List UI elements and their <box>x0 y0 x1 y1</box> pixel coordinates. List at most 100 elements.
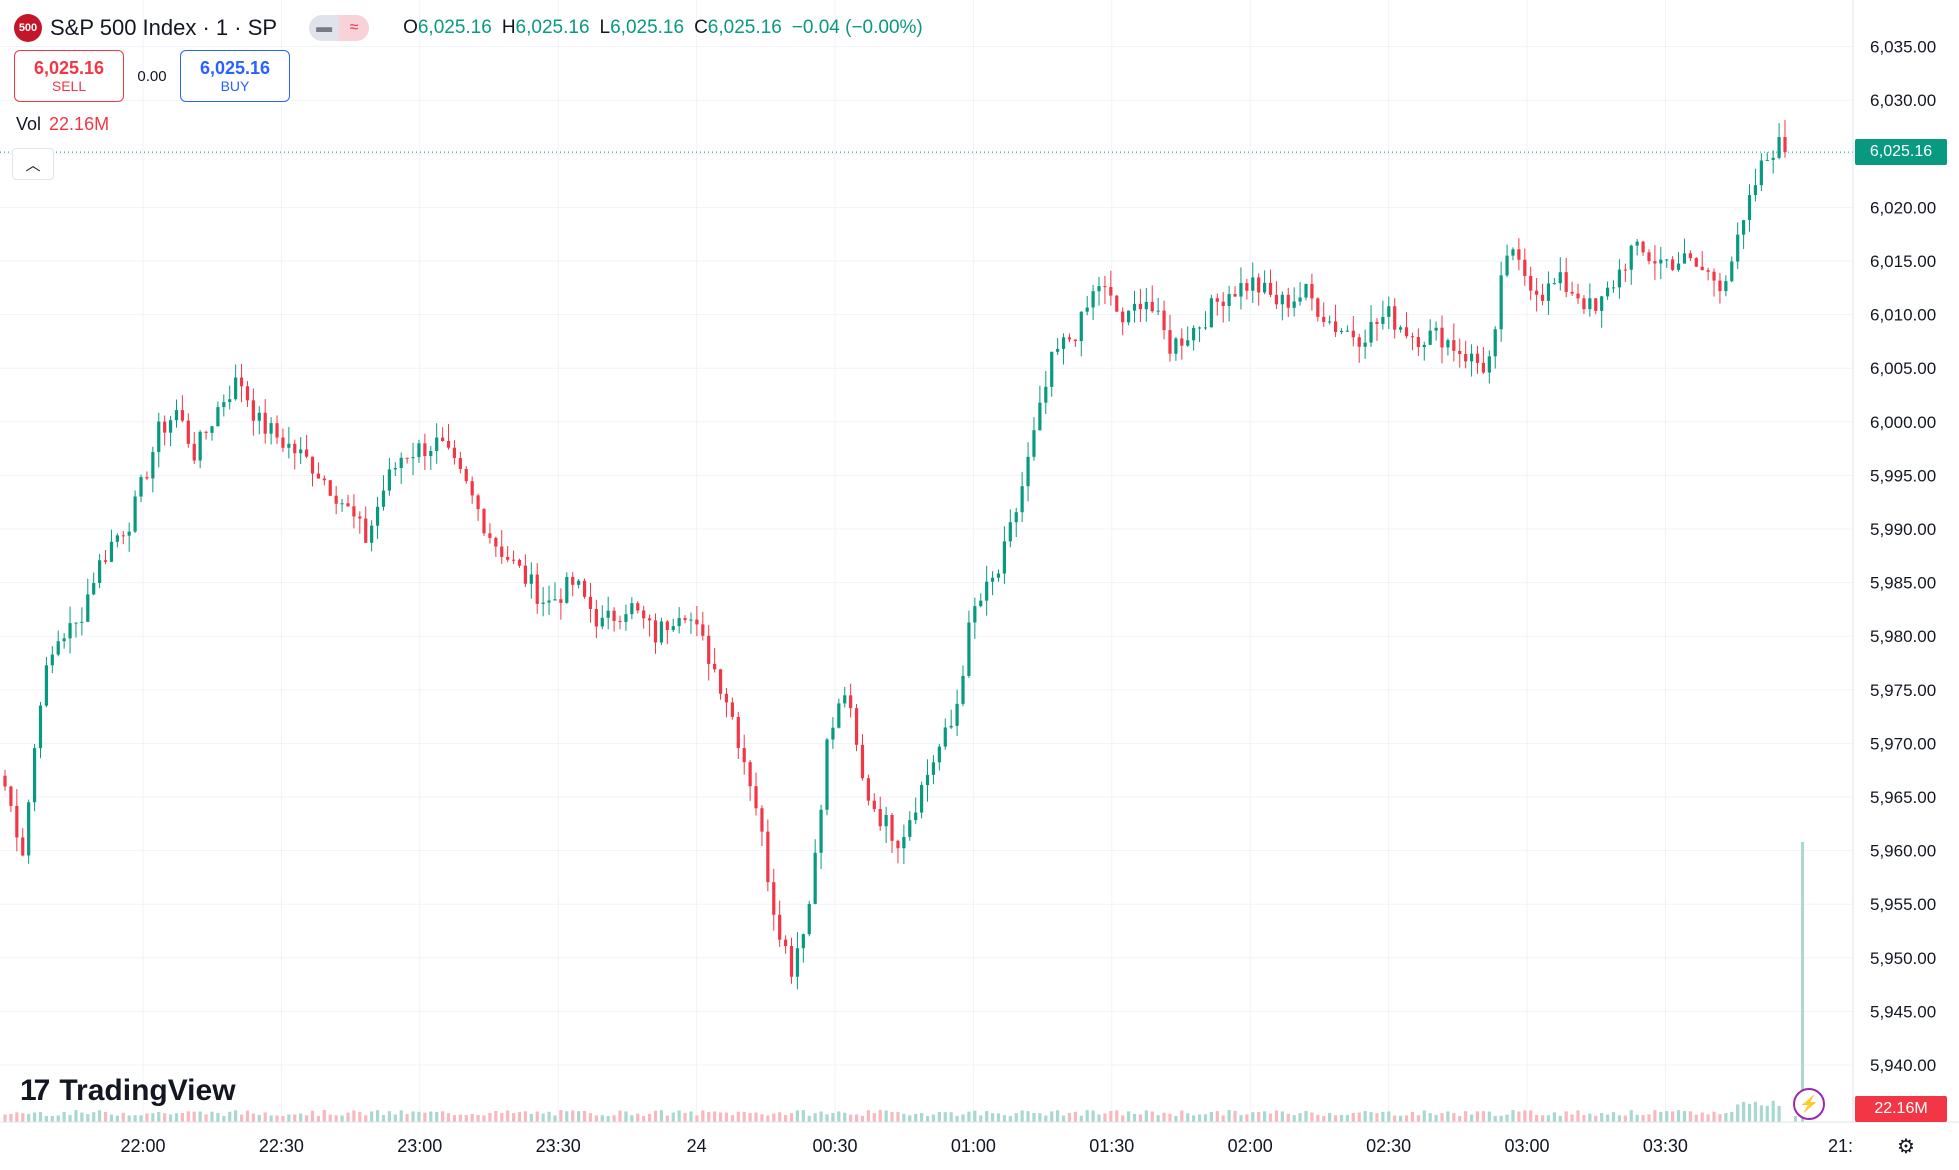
candle-body <box>452 447 457 459</box>
time-tick-label: 22:00 <box>120 1136 165 1156</box>
volume-bar <box>1659 1111 1663 1122</box>
volume-bar <box>1623 1115 1627 1122</box>
volume-bar <box>1730 1111 1734 1122</box>
candle-body <box>304 449 309 457</box>
candle-body <box>1469 353 1474 362</box>
volume-bar <box>618 1110 622 1122</box>
minus-icon[interactable]: ▬ <box>309 15 340 41</box>
volume-bar <box>1345 1114 1349 1122</box>
candle-body <box>594 608 598 627</box>
candle-body <box>1676 263 1681 270</box>
candle-body <box>707 635 711 664</box>
volume-bar <box>1765 1105 1769 1122</box>
candle-body <box>115 535 119 542</box>
candle-body <box>630 603 634 615</box>
volume-bar <box>346 1112 350 1122</box>
volume-bar <box>553 1115 557 1122</box>
tradingview-logo-text: TradingView <box>59 1074 236 1107</box>
volume-bar <box>3 1114 7 1122</box>
candle-body <box>1333 321 1338 333</box>
volume-bar <box>127 1115 131 1122</box>
volume-bar <box>322 1110 326 1122</box>
volume-bar <box>1434 1114 1438 1122</box>
candle-body <box>890 815 894 841</box>
candle-body <box>795 948 800 977</box>
symbol-title[interactable]: S&P 500 Index · 1 · SP <box>50 15 278 40</box>
volume-bar <box>1481 1111 1486 1122</box>
volume-bar <box>713 1111 717 1122</box>
candle-body <box>281 437 285 448</box>
volume-bar <box>1369 1112 1373 1122</box>
volume-bar <box>665 1115 669 1122</box>
candle-body <box>1298 297 1302 302</box>
volume-bar <box>310 1110 315 1122</box>
candle-body <box>429 451 433 457</box>
buy-button[interactable]: 6,025.16 BUY <box>180 50 290 102</box>
volume-bar <box>1600 1112 1604 1122</box>
volume-bar <box>423 1112 427 1122</box>
approx-icon[interactable]: ≈ <box>339 15 370 41</box>
volume-bar <box>766 1115 770 1122</box>
volume-bar <box>872 1113 876 1122</box>
candle-body <box>287 443 291 448</box>
candle-body <box>103 560 108 562</box>
candle-body <box>1783 137 1787 153</box>
candle-body <box>1753 185 1758 196</box>
visibility-toggle[interactable]: ▬ ≈ <box>309 15 370 41</box>
volume-bar <box>724 1112 729 1122</box>
volume-bar <box>1464 1111 1468 1122</box>
candle-body <box>1771 157 1775 160</box>
volume-bar <box>1469 1114 1474 1122</box>
candle-body <box>1747 195 1752 221</box>
volume-bar <box>1529 1110 1533 1122</box>
candle-body <box>1020 486 1024 513</box>
candle-body <box>411 457 415 459</box>
time-tick-label: 03:30 <box>1643 1136 1688 1156</box>
candle-body <box>854 708 859 745</box>
volume-bar <box>1452 1113 1456 1122</box>
candle-body <box>1777 137 1781 158</box>
candle-body <box>464 468 468 482</box>
volume-bar <box>1416 1115 1420 1122</box>
candle-body <box>1192 327 1196 341</box>
candle-body <box>1422 344 1426 348</box>
candle-body <box>174 410 179 421</box>
candle-body <box>1227 294 1231 307</box>
candle-body <box>1452 340 1456 351</box>
settings-gear-icon[interactable]: ⚙ <box>1897 1135 1915 1158</box>
candle-body <box>210 426 214 433</box>
tradingview-logo[interactable]: 17 TradingView <box>20 1074 236 1108</box>
volume-bar <box>1617 1115 1622 1122</box>
symbol-logo-icon[interactable]: 500 <box>14 14 42 42</box>
candle-body <box>588 596 593 609</box>
time-tick-label: 00:30 <box>812 1136 857 1156</box>
candle-body <box>1032 430 1036 457</box>
candle-body <box>914 812 918 821</box>
candle-body <box>955 703 959 726</box>
candle-body <box>624 614 628 622</box>
volume-bar <box>1558 1115 1562 1122</box>
candle-body <box>1221 301 1225 307</box>
volume-bar <box>789 1113 794 1122</box>
candle-body <box>500 546 504 557</box>
collapse-legend-button[interactable]: ︿ <box>12 148 54 180</box>
sell-button[interactable]: 6,025.16 SELL <box>14 50 124 102</box>
volume-bar <box>381 1114 386 1122</box>
candle-body <box>1292 301 1296 308</box>
candle-body <box>488 533 492 538</box>
volume-bar <box>1505 1114 1509 1122</box>
candle-body <box>843 695 847 704</box>
volume-bar <box>263 1112 267 1122</box>
candle-body <box>1700 266 1704 271</box>
candle-body <box>340 503 344 505</box>
volume-bar <box>1233 1110 1237 1122</box>
time-tick-label: 02:00 <box>1228 1136 1273 1156</box>
candle-body <box>778 914 782 940</box>
lightning-icon[interactable]: ⚡ <box>1793 1088 1825 1120</box>
candle-body <box>446 440 451 448</box>
price-tick-label: 5,940.00 <box>1870 1056 1936 1075</box>
volume-bar <box>251 1113 255 1122</box>
candle-body <box>541 602 545 604</box>
volume-legend[interactable]: Vol 22.16M <box>16 114 109 135</box>
